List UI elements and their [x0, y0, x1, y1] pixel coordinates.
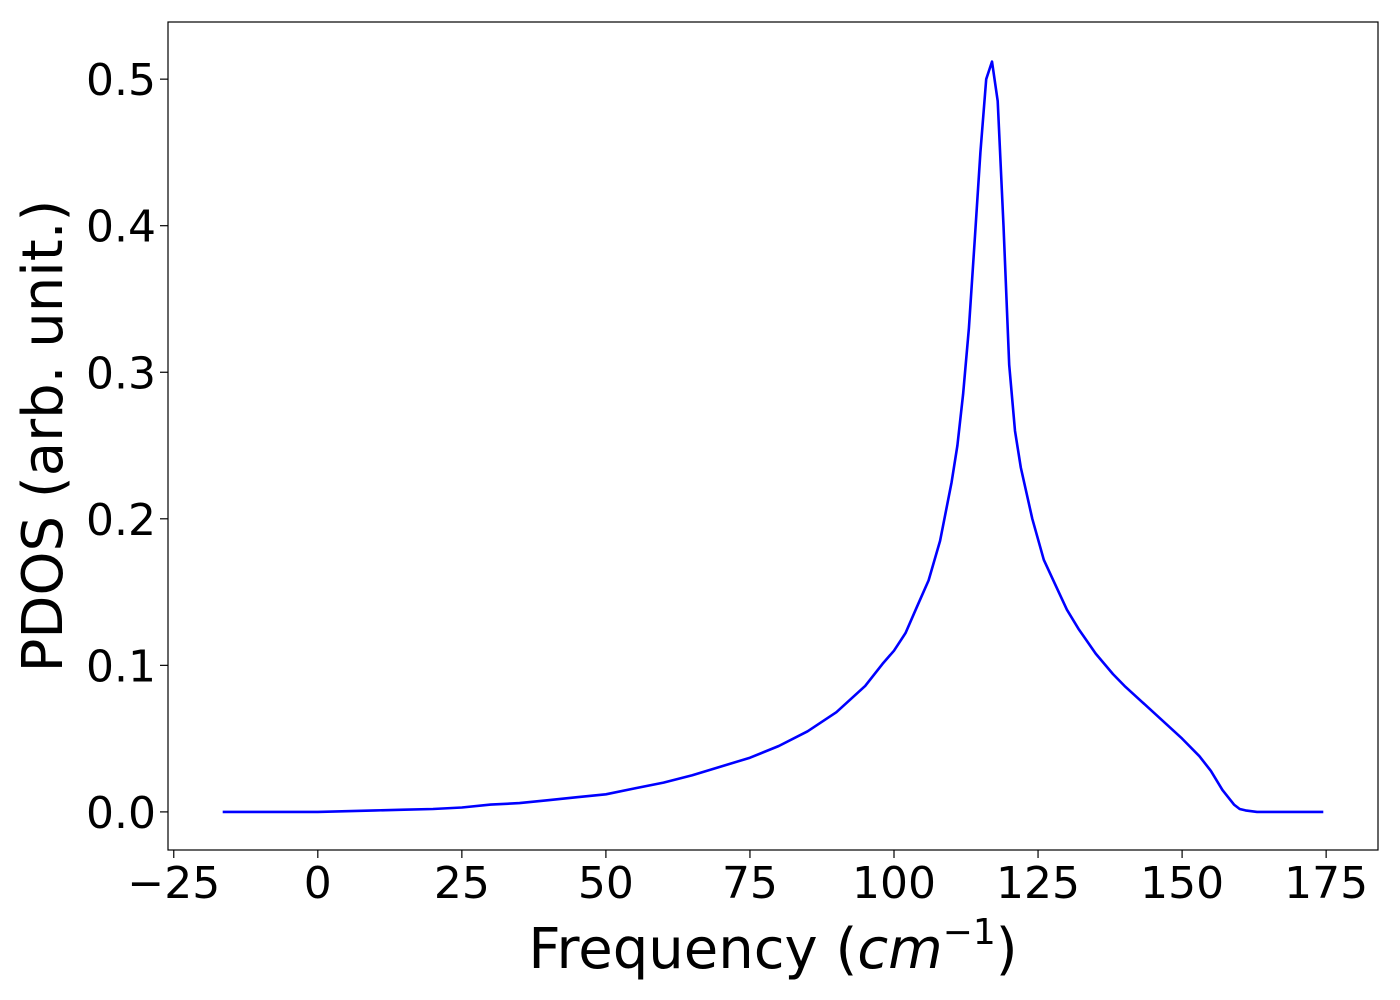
y-tick-label: 0.1 — [86, 641, 156, 692]
x-tick-label: 125 — [996, 858, 1080, 909]
y-tick-label: 0.4 — [86, 202, 156, 253]
plot-frame — [167, 21, 1379, 851]
x-tick-label: 175 — [1284, 858, 1368, 909]
x-tick-label: −25 — [127, 858, 220, 909]
x-axis-label: Frequency (cm−1) — [528, 912, 1017, 982]
y-tick-label: 0.0 — [86, 788, 156, 839]
y-axis-label: PDOS (arb. unit.) — [11, 200, 76, 673]
y-tick-label: 0.5 — [86, 55, 156, 106]
x-tick-label: 100 — [852, 858, 936, 909]
y-axis-ticks: 0.0 0.1 0.2 0.3 0.4 0.5 — [86, 55, 168, 839]
x-axis-ticks: −25 0 25 50 75 100 125 150 175 — [127, 850, 1368, 909]
pdos-series-line — [222, 60, 1324, 814]
x-tick-label: 75 — [722, 858, 778, 909]
y-tick-label: 0.3 — [86, 348, 156, 399]
x-tick-label: 25 — [434, 858, 490, 909]
x-tick-label: 50 — [578, 858, 634, 909]
x-tick-label: 150 — [1140, 858, 1224, 909]
x-tick-label: 0 — [304, 858, 332, 909]
y-tick-label: 0.2 — [86, 495, 156, 546]
